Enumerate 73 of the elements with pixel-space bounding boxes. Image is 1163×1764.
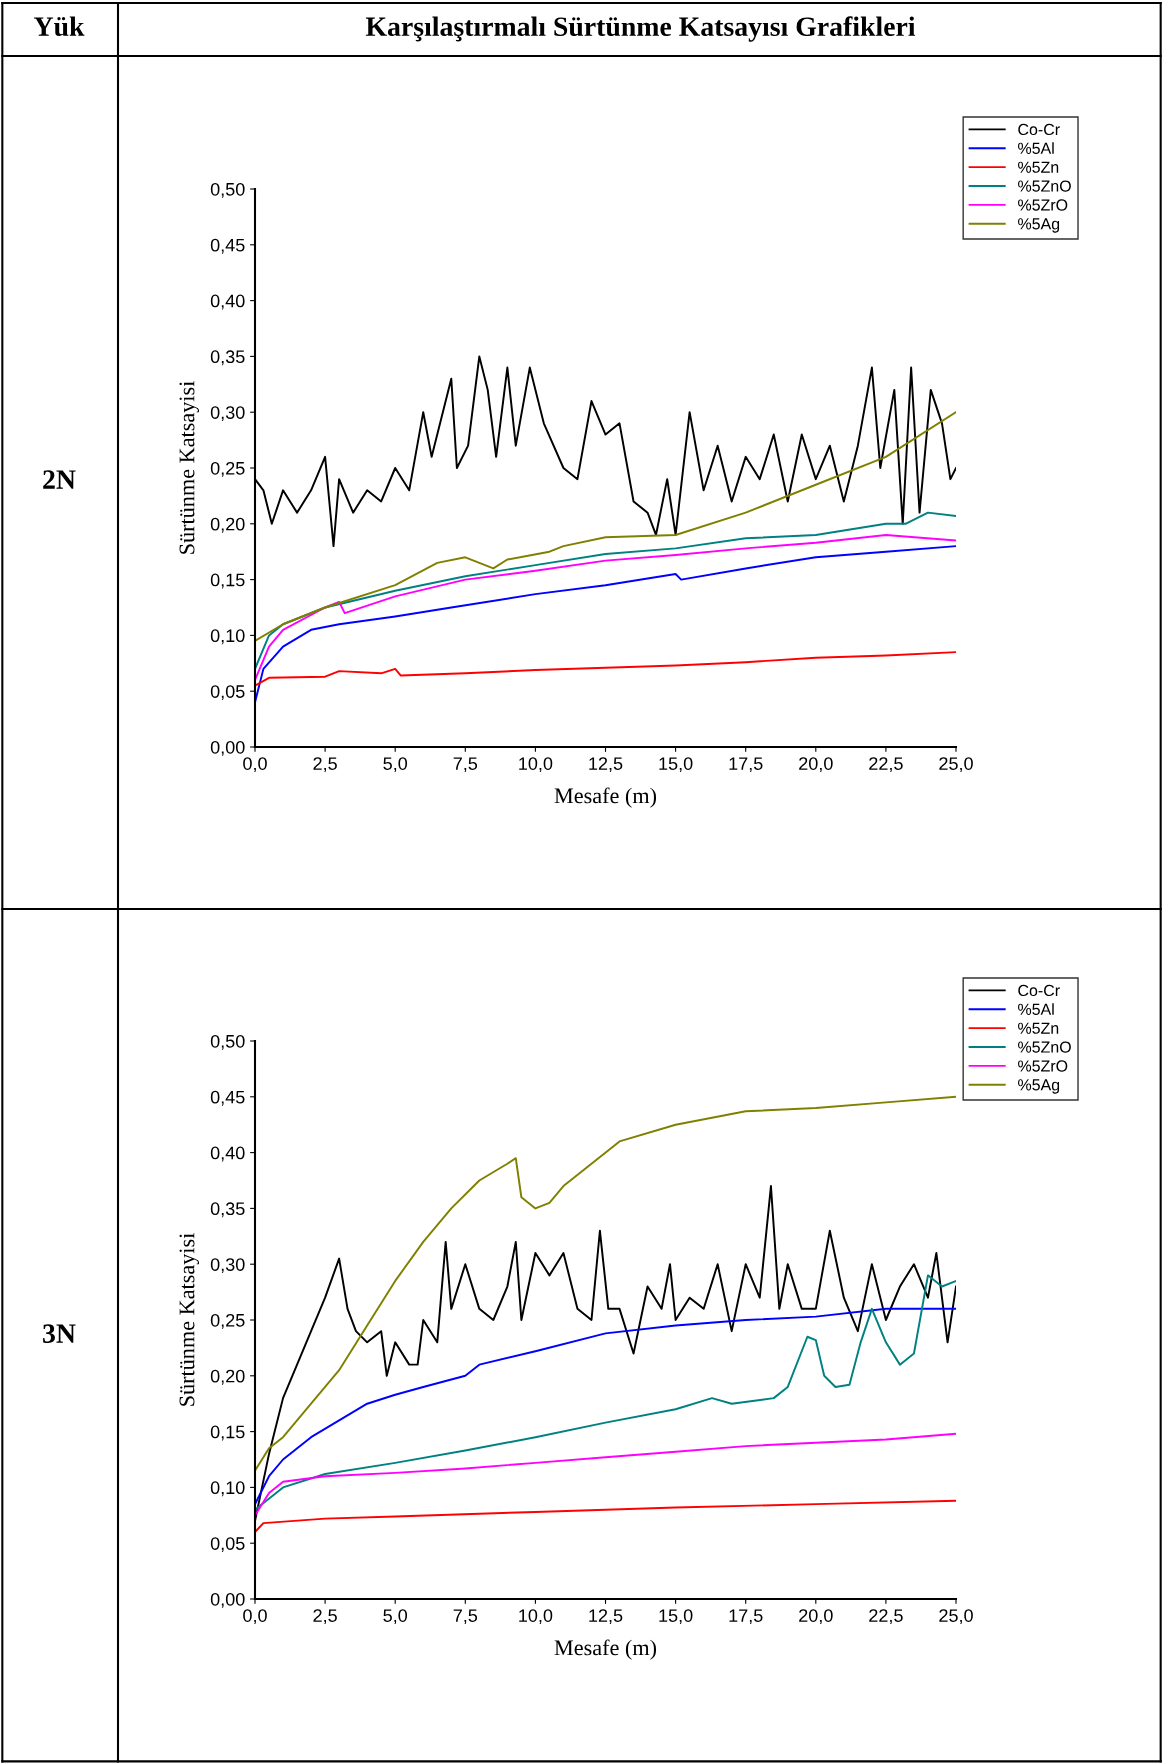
y-tick-label: 0,20: [210, 1369, 245, 1385]
x-axis-title: Mesafe (m): [554, 1639, 657, 1660]
y-tick-label: 0,35: [210, 350, 245, 366]
y-tick-label: 0,50: [210, 1034, 245, 1050]
line-series: [255, 1432, 956, 1517]
line-series: [255, 651, 956, 687]
y-tick-label: 0,25: [210, 461, 245, 477]
text: 3N: [43, 1324, 76, 1343]
y-tick-label: 0,20: [210, 517, 245, 533]
x-tick-label: 15,0: [659, 757, 693, 773]
legend-label: Co-Cr: [1018, 123, 1060, 136]
x-tick-label: 17,5: [729, 1609, 763, 1625]
line-series: [255, 1274, 956, 1511]
y-tick-label: 0,05: [210, 685, 245, 701]
y-axis-title: Sürtünme Katsayisi: [179, 1233, 200, 1406]
y-tick-label: 0,30: [210, 1258, 245, 1274]
legend-label: %5Ag: [1018, 1079, 1060, 1094]
y-tick-label: 0,05: [210, 1537, 245, 1553]
x-tick-label: 2,5: [313, 1609, 337, 1625]
chart-title: Karşılaştırmalı Sürtünme Katsayısı Grafikleri: [365, 16, 916, 42]
legend-label: %5Zn: [1018, 161, 1059, 173]
y-axis-title: Sürtünme Katsayisi: [179, 381, 200, 554]
line-series: [255, 411, 956, 642]
y-tick-label: 0,15: [210, 573, 245, 589]
x-tick-label: 20,0: [799, 757, 833, 773]
y-tick-label: 0,45: [210, 238, 245, 254]
x-tick-label: 25,0: [939, 757, 973, 773]
x-tick-label: 17,5: [729, 757, 763, 773]
text: Yük: [34, 16, 85, 37]
line-series: [255, 1307, 956, 1506]
x-tick-label: 12,5: [589, 757, 623, 773]
x-tick-label: 25,0: [939, 1609, 973, 1625]
y-tick-label: 0,40: [210, 294, 245, 310]
y-tick-label: 0,35: [210, 1202, 245, 1218]
legend-label: %5Al: [1018, 142, 1054, 154]
x-tick-label: 20,0: [799, 1609, 833, 1625]
x-tick-label: 5,0: [383, 757, 408, 773]
y-tick-label: 0,50: [210, 182, 245, 198]
x-tick-label: 10,0: [519, 1609, 553, 1625]
y-tick-label: 0,40: [210, 1146, 245, 1162]
y-tick-label: 0,10: [210, 629, 245, 645]
legend-label: %5ZrO: [1018, 1060, 1068, 1072]
x-tick-label: 0,0: [243, 757, 267, 773]
y-tick-label: 0,00: [210, 1592, 245, 1608]
line-series: [255, 533, 956, 682]
legend-label: %5ZnO: [1018, 180, 1071, 192]
legend-label: Co-Cr: [1018, 984, 1060, 997]
x-tick-label: 10,0: [519, 757, 553, 773]
line-series: [255, 511, 956, 670]
line-series: [255, 1499, 956, 1534]
legend-label: %5Ag: [1018, 218, 1060, 233]
y-tick-label: 0,25: [210, 1313, 245, 1329]
y-tick-label: 0,10: [210, 1481, 245, 1497]
x-axis-title: Mesafe (m): [554, 787, 657, 808]
x-tick-label: 7,5: [453, 1609, 478, 1625]
x-tick-label: 0,0: [243, 1609, 267, 1625]
text: 2N: [43, 470, 76, 489]
x-tick-label: 2,5: [313, 757, 337, 773]
x-tick-label: 15,0: [659, 1609, 693, 1625]
y-tick-label: 0,45: [210, 1090, 245, 1106]
y-tick-label: 0,15: [210, 1425, 245, 1441]
legend-label: %5Al: [1018, 1003, 1054, 1015]
x-tick-label: 22,5: [869, 1609, 903, 1625]
x-tick-label: 7,5: [453, 757, 478, 773]
y-tick-label: 0,30: [210, 406, 245, 422]
legend-label: %5ZrO: [1018, 199, 1068, 211]
y-tick-label: 0,00: [210, 740, 245, 756]
legend-label: %5ZnO: [1018, 1041, 1071, 1053]
legend-label: %5Zn: [1018, 1022, 1059, 1034]
x-tick-label: 22,5: [869, 757, 903, 773]
line-series: [255, 1095, 956, 1472]
x-tick-label: 5,0: [383, 1609, 408, 1625]
x-tick-label: 12,5: [589, 1609, 623, 1625]
